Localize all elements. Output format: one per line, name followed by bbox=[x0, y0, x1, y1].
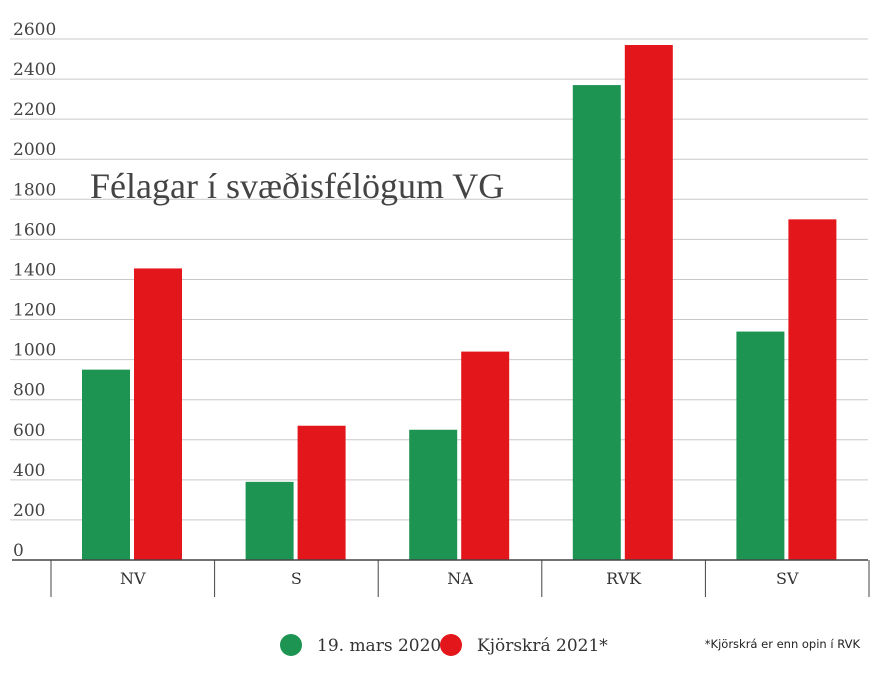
x-tick-label: S bbox=[291, 569, 302, 588]
y-tick-labels: 0 200 400 600 800 1000 1200 1400 1600 1800 2000 220… bbox=[13, 20, 56, 561]
bar-nv-series-2 bbox=[134, 268, 182, 560]
y-tick-label: 200 bbox=[13, 501, 45, 521]
y-tick-label: 2600 bbox=[13, 20, 56, 40]
x-tick-label: SV bbox=[776, 569, 799, 588]
y-tick-label: 800 bbox=[13, 381, 45, 401]
x-tick-label: NV bbox=[120, 569, 146, 588]
y-tick-label: 2000 bbox=[13, 140, 56, 160]
legend-item: Kjörskrá 2021* bbox=[440, 634, 608, 656]
chart-title: Félagar í svæðisfélögum VG bbox=[90, 166, 504, 206]
legend: 19. mars 2020 Kjörskrá 2021* bbox=[280, 634, 608, 656]
x-tick-labels: NV S NA RVK SV bbox=[120, 569, 799, 588]
bar-sv-series-2 bbox=[788, 219, 837, 560]
bar-nv-series-1 bbox=[82, 369, 130, 560]
y-tick-label: 2200 bbox=[13, 100, 56, 120]
bar-s-series-2 bbox=[297, 425, 346, 560]
x-tick-label: RVK bbox=[606, 569, 642, 588]
y-tick-label: 600 bbox=[13, 421, 45, 441]
bar-s-series-1 bbox=[245, 481, 294, 560]
legend-swatch bbox=[440, 634, 462, 656]
y-tick-label: 1200 bbox=[13, 301, 56, 321]
bar-na-series-1 bbox=[409, 429, 458, 560]
bar-rvk-series-2 bbox=[624, 45, 673, 561]
y-tick-label: 0 bbox=[13, 541, 24, 561]
footnote: *Kjörskrá er enn opin í RVK bbox=[705, 637, 861, 651]
legend-item: 19. mars 2020 bbox=[280, 634, 441, 656]
y-tick-label: 1800 bbox=[13, 180, 56, 200]
y-tick-label: 1600 bbox=[13, 220, 56, 240]
legend-label: 19. mars 2020 bbox=[317, 636, 441, 656]
x-tick-label: NA bbox=[447, 569, 473, 588]
x-axis bbox=[12, 559, 870, 597]
legend-swatch bbox=[280, 634, 302, 656]
bar-sv-series-1 bbox=[736, 331, 785, 560]
bar-rvk-series-1 bbox=[572, 85, 621, 560]
y-tick-label: 1000 bbox=[13, 341, 56, 361]
y-tick-label: 2400 bbox=[13, 60, 56, 80]
y-tick-label: 1400 bbox=[13, 260, 56, 280]
legend-label: Kjörskrá 2021* bbox=[477, 636, 608, 656]
y-tick-label: 400 bbox=[13, 461, 45, 481]
bar-na-series-2 bbox=[461, 351, 510, 560]
bars bbox=[82, 45, 837, 561]
